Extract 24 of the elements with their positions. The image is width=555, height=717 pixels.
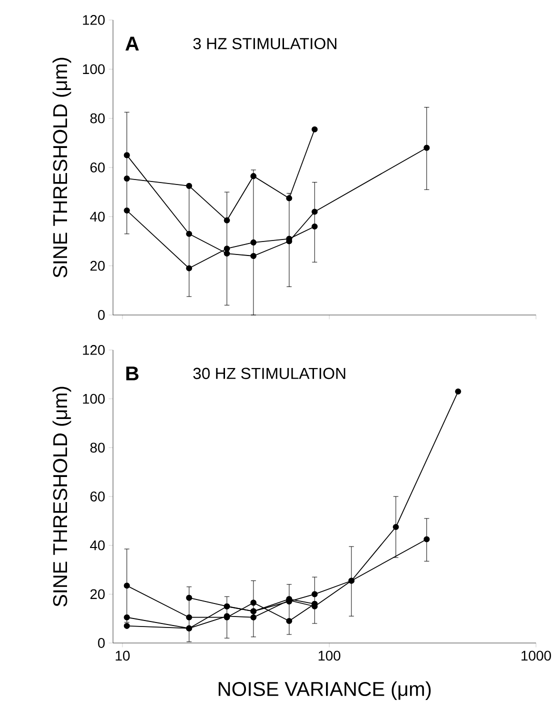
y-tick-label: 60 <box>90 162 105 172</box>
annotation: A <box>126 36 139 50</box>
x-tick-label: 1000 <box>522 650 552 661</box>
y-tick-label: 20 <box>90 260 105 271</box>
text: 30 HZ STIMULATION <box>193 368 346 380</box>
x-tick-label: 10 <box>116 650 130 661</box>
y-tick-label: 60 <box>90 492 105 502</box>
y-tick-label: 40 <box>90 540 105 550</box>
y-tick-label: 80 <box>90 442 105 453</box>
y-tick-label: 0 <box>98 638 105 648</box>
y-tick-label: 20 <box>90 589 105 600</box>
y-tick-label: 100 <box>83 394 105 404</box>
y-tick-label: 120 <box>83 345 105 355</box>
y-tick-label: 80 <box>90 113 105 124</box>
text: 3 HZ STIMULATION <box>193 38 336 50</box>
y-tick-label: 40 <box>90 212 105 222</box>
y-tick-label: 0 <box>98 310 105 320</box>
x-tick-label: 100 <box>318 650 340 661</box>
y-axis-title: SINE THRESHOLD (μm) <box>52 386 72 606</box>
annotation: B <box>126 366 139 380</box>
y-tick-label: 100 <box>83 64 105 74</box>
y-axis-title: SINE THRESHOLD (μm) <box>52 58 72 278</box>
y-tick-label: 120 <box>83 15 105 25</box>
x-axis-title: NOISE VARIANCE (μm) <box>218 681 431 700</box>
